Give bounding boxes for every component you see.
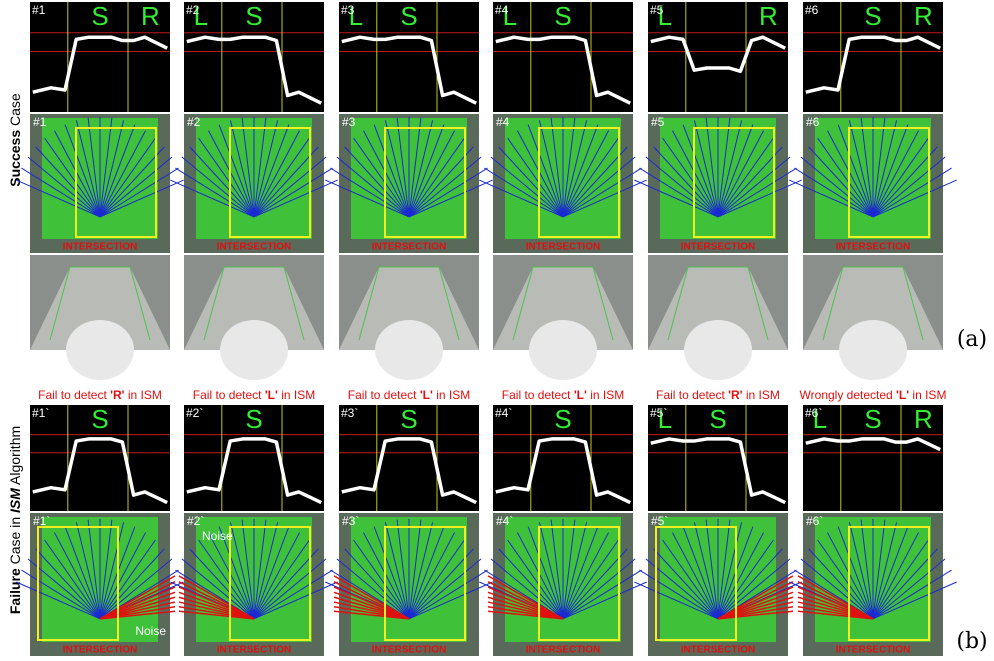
direction-letter: R [914, 404, 933, 434]
caption-part: 'L' [265, 388, 278, 402]
intersection-label: INTERSECTION [372, 645, 446, 656]
intersection-label: INTERSECTION [836, 242, 910, 253]
direction-letter: S [554, 1, 571, 31]
side-bold: Failure [7, 568, 23, 614]
graph-id: #1` [32, 406, 49, 420]
graph-id: #5` [650, 406, 667, 420]
fan-id: #2 [187, 115, 201, 129]
intersection-label: INTERSECTION [681, 242, 755, 253]
panel-label: (b) [956, 629, 987, 654]
graph-id: #2 [186, 3, 200, 17]
caption-part: 'L' [896, 388, 909, 402]
side-bold: Success [7, 130, 23, 187]
caption-part: 'R' [728, 388, 743, 402]
figure: Success Case Failure Case in ISM Algorit… [0, 0, 994, 661]
caption-part: in ISM [433, 388, 470, 402]
vehicle-hood [220, 320, 288, 380]
failure-caption: Fail to detect 'L' in ISM [193, 388, 315, 402]
failure-side-label: Failure Case in ISM Algorithm [7, 426, 23, 614]
caption-part: 'R' [110, 388, 125, 402]
caption-part: Fail to detect [193, 388, 265, 402]
graph-id: #6 [805, 3, 819, 17]
intersection-label: INTERSECTION [63, 242, 137, 253]
direction-letter: S [864, 404, 881, 434]
failure-caption: Fail to detect 'R' in ISM [38, 388, 162, 402]
fan-id: #5 [651, 115, 665, 129]
fan-id: #6 [806, 115, 820, 129]
direction-letter: S [709, 404, 726, 434]
vehicle-hood [684, 320, 752, 380]
graph-id: #4 [495, 3, 509, 17]
direction-letter: S [400, 404, 417, 434]
vehicle-hood [839, 320, 907, 380]
intersection-label: INTERSECTION [372, 242, 446, 253]
graph-id: #2` [186, 406, 203, 420]
fan-id: #3` [342, 514, 359, 528]
noise-label: Noise [135, 624, 166, 638]
direction-letter: S [400, 1, 417, 31]
panel-label: (a) [957, 327, 987, 352]
direction-letter: S [554, 404, 571, 434]
fan-id: #4 [496, 115, 510, 129]
failure-caption: Fail to detect 'L' in ISM [502, 388, 624, 402]
intersection-label: INTERSECTION [63, 645, 137, 656]
caption-part: in ISM [743, 388, 780, 402]
caption-part: Fail to detect [502, 388, 574, 402]
caption-part: Fail to detect [38, 388, 110, 402]
graph-id: #3 [341, 3, 355, 17]
direction-letter: R [759, 1, 778, 31]
side-rest: Case [7, 93, 23, 130]
direction-letter: S [864, 1, 881, 31]
vehicle-hood [375, 320, 443, 380]
direction-letter: S [245, 404, 262, 434]
graph-id: #3` [341, 406, 358, 420]
graph-id: #6` [805, 406, 822, 420]
fan-id: #2` [187, 514, 204, 528]
graph-id: #1 [32, 3, 46, 17]
success-side-label: Success Case [7, 93, 23, 187]
graph-id: #5 [650, 3, 664, 17]
caption-part: in ISM [125, 388, 162, 402]
direction-letter: R [914, 1, 933, 31]
caption-part: Wrongly detected [800, 388, 897, 402]
intersection-label: INTERSECTION [526, 645, 600, 656]
intersection-label: INTERSECTION [217, 242, 291, 253]
caption-part: 'L' [420, 388, 433, 402]
failure-caption: Wrongly detected 'L' in ISM [800, 388, 947, 402]
caption-part: Fail to detect [348, 388, 420, 402]
graph-id: #4` [495, 406, 512, 420]
fan-id: #1 [33, 115, 47, 129]
intersection-label: INTERSECTION [217, 645, 291, 656]
direction-letter: R [141, 1, 160, 31]
caption-part: in ISM [909, 388, 946, 402]
direction-letter: S [245, 1, 262, 31]
failure-caption: Fail to detect 'L' in ISM [348, 388, 470, 402]
direction-letter: S [91, 1, 108, 31]
caption-part: 'L' [574, 388, 587, 402]
caption-part: in ISM [587, 388, 624, 402]
side-rest: Algorithm [7, 426, 23, 488]
intersection-label: INTERSECTION [681, 645, 755, 656]
vehicle-hood [529, 320, 597, 380]
fan-id: #5` [651, 514, 668, 528]
fan-id: #6` [806, 514, 823, 528]
vehicle-hood [66, 320, 134, 380]
caption-part: in ISM [278, 388, 315, 402]
side-italic: ISM [7, 488, 23, 513]
fan-id: #1` [33, 514, 50, 528]
intersection-label: INTERSECTION [836, 645, 910, 656]
failure-caption: Fail to detect 'R' in ISM [656, 388, 780, 402]
page: Success Case Failure Case in ISM Algorit… [0, 0, 994, 661]
noise-label: Noise [202, 529, 233, 543]
direction-letter: S [91, 404, 108, 434]
intersection-label: INTERSECTION [526, 242, 600, 253]
fan-id: #3 [342, 115, 356, 129]
side-middle: Case in [7, 513, 23, 568]
fan-id: #4` [496, 514, 513, 528]
caption-part: Fail to detect [656, 388, 728, 402]
